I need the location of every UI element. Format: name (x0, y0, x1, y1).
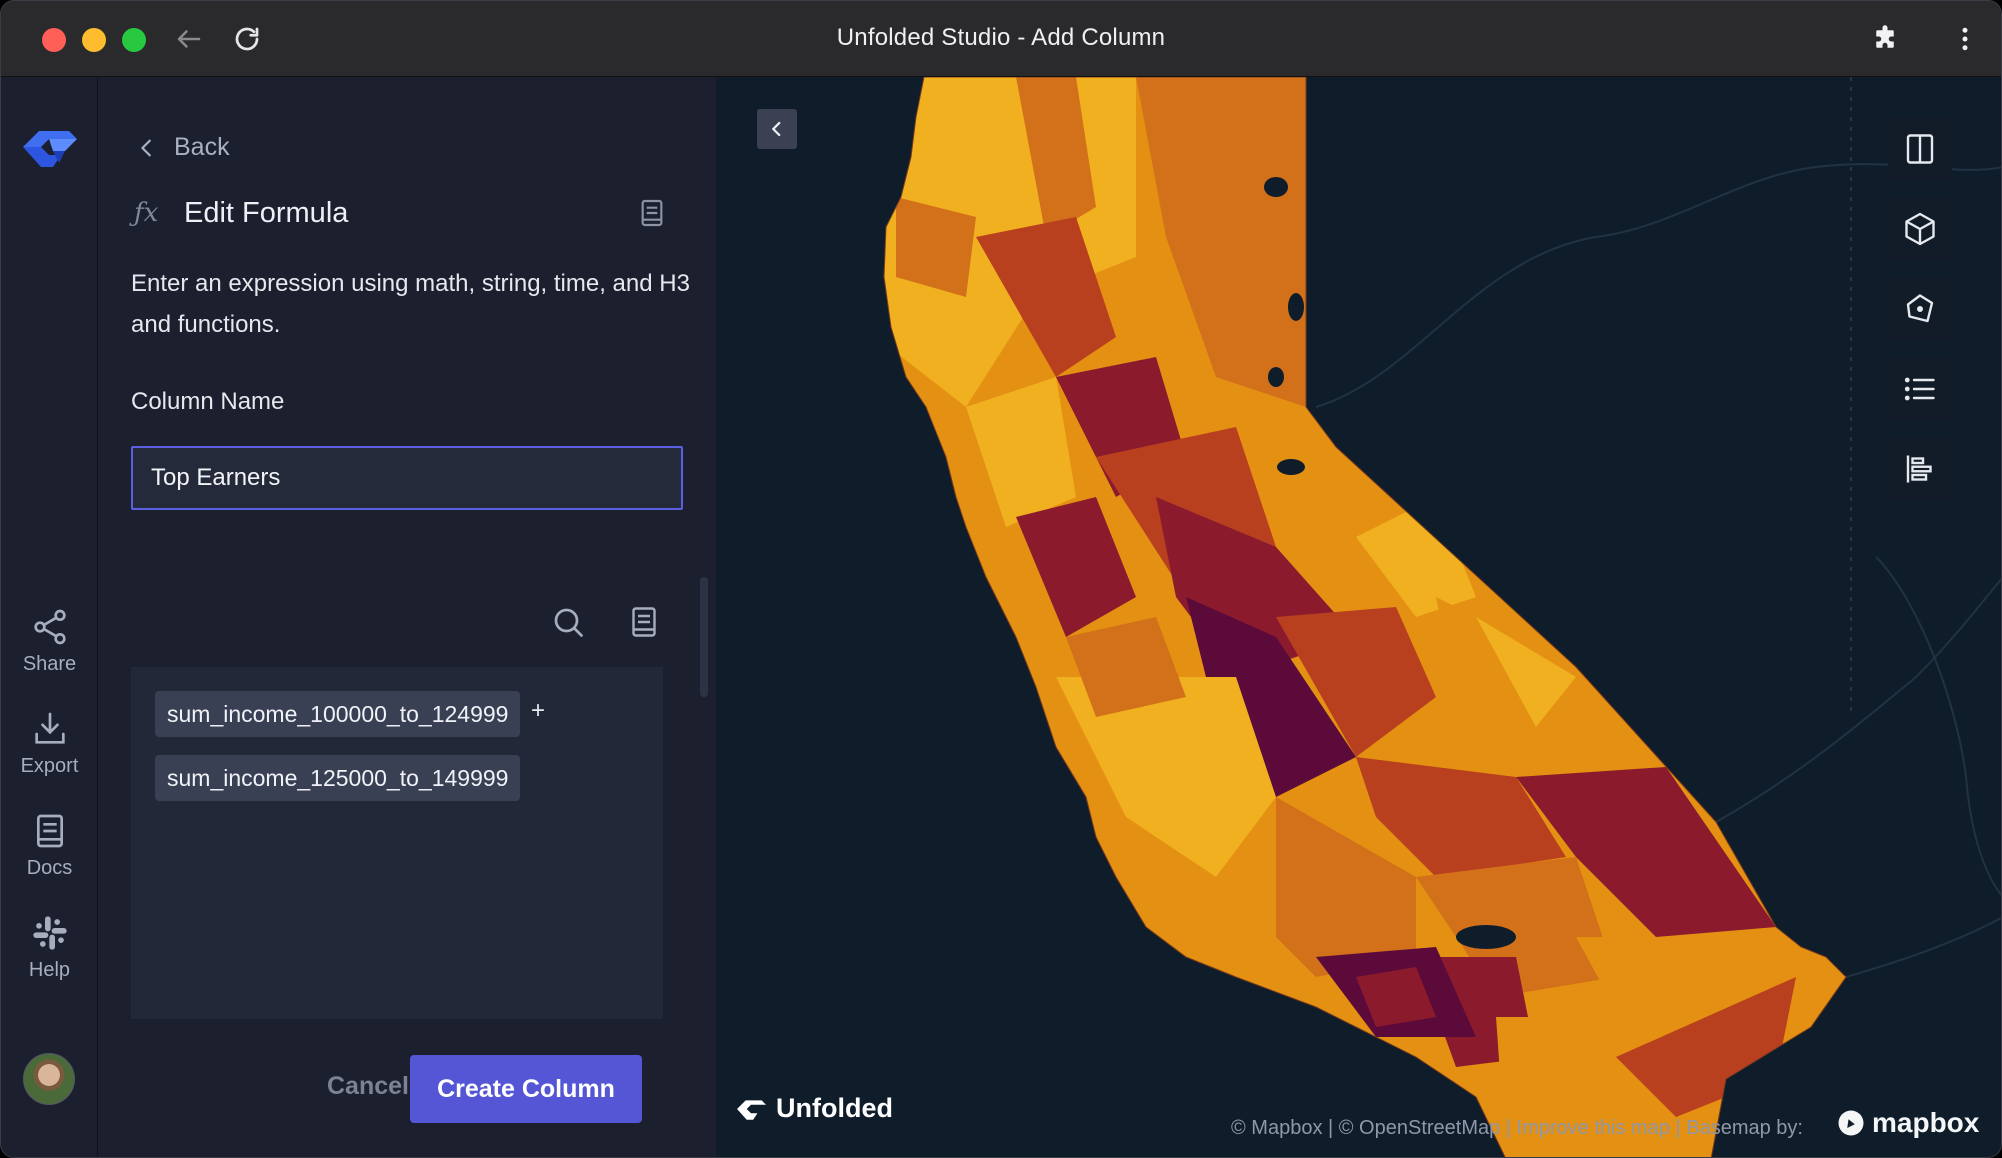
rail-docs-button[interactable]: Docs (1, 811, 98, 880)
draw-polygon-icon (1906, 294, 1934, 323)
brand-label: Unfolded (776, 1093, 893, 1123)
california-choropleth-map[interactable] (716, 77, 2002, 1158)
left-rail: Share Export Docs Help (1, 77, 98, 1157)
rail-share-label: Share (22, 653, 77, 675)
formula-description: Enter an expression using math, string, … (131, 270, 690, 338)
expression-token[interactable]: sum_income_100000_to_124999 (155, 691, 521, 737)
cancel-button[interactable]: Cancel (298, 1062, 438, 1110)
mapbox-label: mapbox (1872, 1107, 1980, 1138)
title-bar: Unfolded Studio - Add Column (1, 1, 2001, 77)
export-icon (34, 712, 65, 744)
window-title: Unfolded Studio - Add Column (836, 24, 1166, 51)
choropleth-regions (884, 77, 1846, 1157)
documentation-icon[interactable] (636, 195, 668, 231)
rail-help-label: Help (28, 959, 71, 981)
column-name-label: Column Name (131, 388, 285, 415)
slack-icon (32, 916, 67, 950)
mapbox-icon (1838, 1110, 1864, 1136)
rail-share-button[interactable]: Share (1, 607, 98, 676)
function-icon: ƒx (134, 198, 159, 228)
share-icon (33, 609, 66, 645)
map-view[interactable]: Unfolded © Mapbox | © OpenStreetMap | Im… (716, 77, 2002, 1158)
panel-scrollbar[interactable] (700, 577, 708, 697)
search-icon[interactable] (550, 604, 586, 640)
formula-editor[interactable]: sum_income_100000_to_124999 + sum_income… (131, 667, 663, 1019)
formula-title: Edit Formula (184, 196, 349, 229)
layer-bars-icon (1906, 455, 1932, 483)
rail-help-button[interactable]: Help (1, 913, 98, 982)
layer-bars-button[interactable] (1888, 437, 1952, 501)
create-column-button[interactable]: Create Column (410, 1055, 642, 1123)
back-button[interactable]: Back (136, 133, 230, 162)
more-vertical-icon (1962, 27, 1968, 51)
edit-formula-panel: Back ƒx Edit Formula Enter an expression… (98, 77, 716, 1157)
browser-back-button[interactable] (171, 21, 207, 57)
chevron-left-icon (141, 139, 151, 156)
split-map-icon (1906, 134, 1934, 164)
formula-header: ƒx Edit Formula (134, 193, 676, 233)
arrow-left-icon (177, 30, 201, 48)
docs-icon (36, 814, 63, 848)
3d-cube-icon (1905, 212, 1935, 246)
rail-export-label: Export (20, 755, 79, 777)
browser-menu-button[interactable] (1947, 21, 1983, 57)
minimize-window-button[interactable] (82, 28, 106, 52)
legend-button[interactable] (1888, 357, 1952, 421)
maximize-window-button[interactable] (122, 28, 146, 52)
user-avatar[interactable] (23, 1053, 75, 1105)
browser-reload-button[interactable] (229, 21, 265, 57)
column-name-input[interactable] (131, 446, 683, 510)
expression-operator: + (531, 697, 546, 724)
function-docs-icon[interactable] (626, 604, 662, 640)
back-label: Back (174, 133, 230, 161)
unfolded-brand: Unfolded (734, 1093, 893, 1124)
3d-view-button[interactable] (1888, 197, 1952, 261)
unfolded-logo-icon[interactable] (19, 119, 79, 175)
expression-token[interactable]: sum_income_125000_to_149999 (155, 755, 521, 801)
mapbox-logo[interactable]: mapbox (1836, 1107, 1979, 1139)
legend-list-icon (1904, 377, 1935, 401)
draw-polygon-button[interactable] (1888, 277, 1952, 341)
split-map-button[interactable] (1888, 117, 1952, 181)
chevron-left-icon (772, 121, 781, 137)
rail-docs-label: Docs (26, 857, 73, 879)
map-controls (1888, 117, 1960, 517)
extensions-button[interactable] (1867, 21, 1903, 57)
reload-icon (235, 27, 259, 51)
unfolded-logo-icon (737, 1099, 766, 1120)
close-window-button[interactable] (42, 28, 66, 52)
rail-export-button[interactable]: Export (1, 709, 98, 778)
puzzle-icon (1876, 25, 1894, 48)
collapse-panel-button[interactable] (757, 109, 797, 149)
map-attribution[interactable]: © Mapbox | © OpenStreetMap | Improve thi… (1231, 1117, 1803, 1139)
editor-toolbar (550, 604, 662, 640)
